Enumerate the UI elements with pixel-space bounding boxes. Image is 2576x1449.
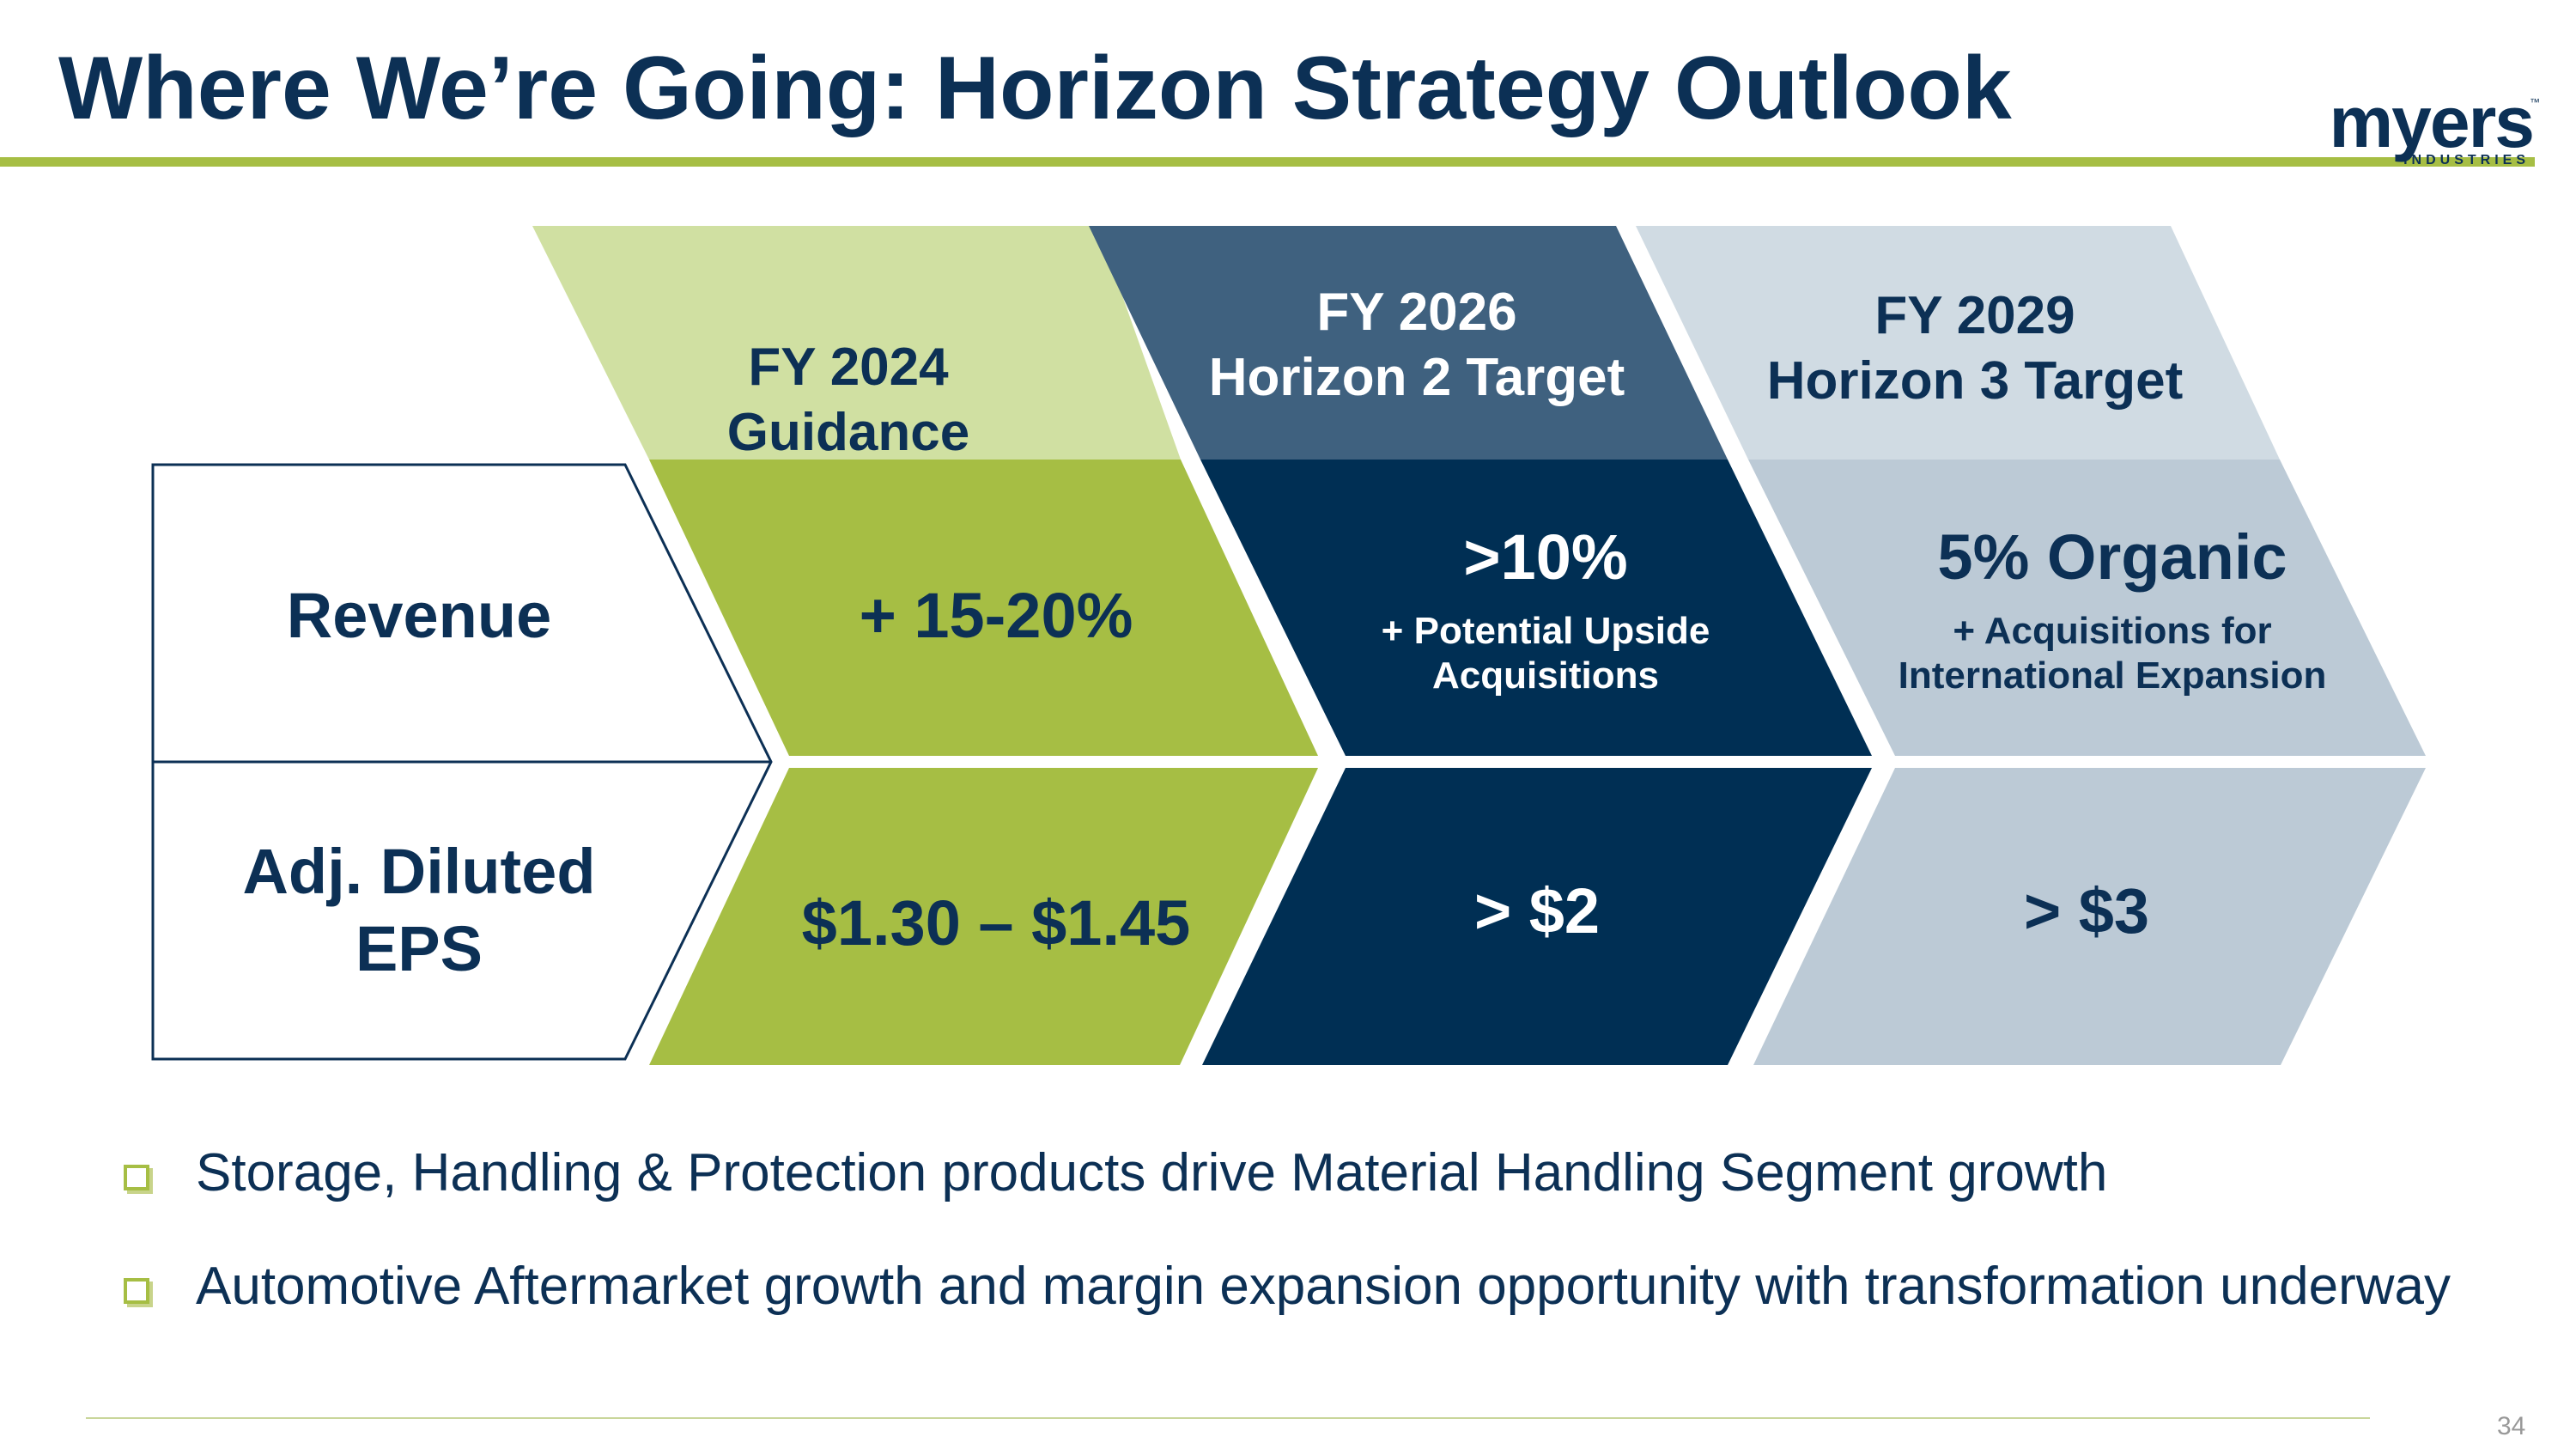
eps-shape-fy2024: [649, 768, 1318, 1065]
revenue-value-fy2029: 5% Organic + Acquisitions for Internatio…: [1855, 519, 2370, 699]
eps-shape-fy2026: [1202, 768, 1872, 1065]
revenue-main-fy2026: >10%: [1463, 521, 1628, 593]
bullet-list: Storage, Handling & Protection products …: [120, 1142, 2524, 1369]
column-header-fy2024-line1: FY 2024: [748, 338, 949, 397]
column-header-fy2029-line2: Horizon 3 Target: [1766, 350, 2184, 411]
revenue-value-fy2026: >10% + Potential Upside Acquisitions: [1314, 519, 1777, 699]
logo-subtitle: INDUSTRIES: [2403, 153, 2530, 167]
header-shape-fy2026: [1089, 226, 1728, 460]
header-shape-fy2029: [1636, 226, 2280, 460]
revenue-value-fy2024: + 15-20%: [859, 580, 1133, 651]
eps-shape-fy2029: [1753, 768, 2426, 1065]
column-header-fy2029: FY 2029 Horizon 3 Target: [1726, 283, 2224, 413]
row-label-eps-line2: EPS: [355, 913, 483, 985]
revenue-shape-fy2029: [1748, 460, 2426, 756]
bullet-text: Automotive Aftermarket growth and margin…: [196, 1257, 2451, 1316]
column-header-fy2026: FY 2026 Horizon 2 Target: [1168, 280, 1666, 410]
row-label-revenue: Revenue: [161, 577, 677, 654]
revenue-note-fy2026-line2: Acquisitions: [1431, 654, 1660, 697]
bullet-text: Storage, Handling & Protection products …: [196, 1143, 2108, 1202]
eps-value-fy2029: > $3: [2023, 875, 2150, 947]
checkbox-bullet-icon: [124, 1165, 149, 1190]
bullet-item: Automotive Aftermarket growth and margin…: [120, 1256, 2524, 1369]
revenue-main-fy2029: 5% Organic: [1937, 521, 2287, 593]
column-header-fy2029-line1: FY 2029: [1874, 286, 2075, 345]
column-header-fy2024: FY 2024 Guidance: [677, 335, 1020, 465]
column-header-fy2024-line2: Guidance: [726, 402, 970, 462]
slide-title: Where We’re Going: Horizon Strategy Outl…: [58, 39, 2012, 138]
eps-value-fy2026: > $2: [1473, 875, 1601, 947]
row-label-eps: Adj. Diluted EPS: [161, 833, 677, 989]
revenue-note-fy2029-line2: International Expansion: [1898, 654, 2327, 697]
logo-wordmark: myers: [2329, 82, 2535, 162]
logo-trademark: ™: [2530, 96, 2540, 108]
company-logo: myers ™ INDUSTRIES: [2301, 82, 2540, 172]
header-shape-fy2024: [532, 226, 1181, 460]
row-label-revenue-text: Revenue: [286, 580, 552, 651]
column-header-fy2026-line2: Horizon 2 Target: [1208, 347, 1625, 407]
revenue-shape-fy2024: [649, 460, 1318, 756]
checkbox-bullet-icon: [124, 1278, 149, 1304]
title-underline: [0, 157, 2535, 167]
eps-value-fy2024: $1.30 – $1.45: [801, 887, 1191, 959]
revenue-shape-fy2026: [1200, 460, 1872, 756]
footer-divider: [86, 1417, 2370, 1419]
bullet-item: Storage, Handling & Protection products …: [120, 1142, 2524, 1256]
revenue-note-fy2029-line1: + Acquisitions for: [1953, 610, 2272, 653]
row-label-eps-line1: Adj. Diluted: [242, 836, 596, 907]
column-header-fy2026-line1: FY 2026: [1316, 283, 1517, 342]
page-number: 34: [2497, 1412, 2526, 1440]
revenue-note-fy2026-line1: + Potential Upside: [1381, 610, 1710, 653]
